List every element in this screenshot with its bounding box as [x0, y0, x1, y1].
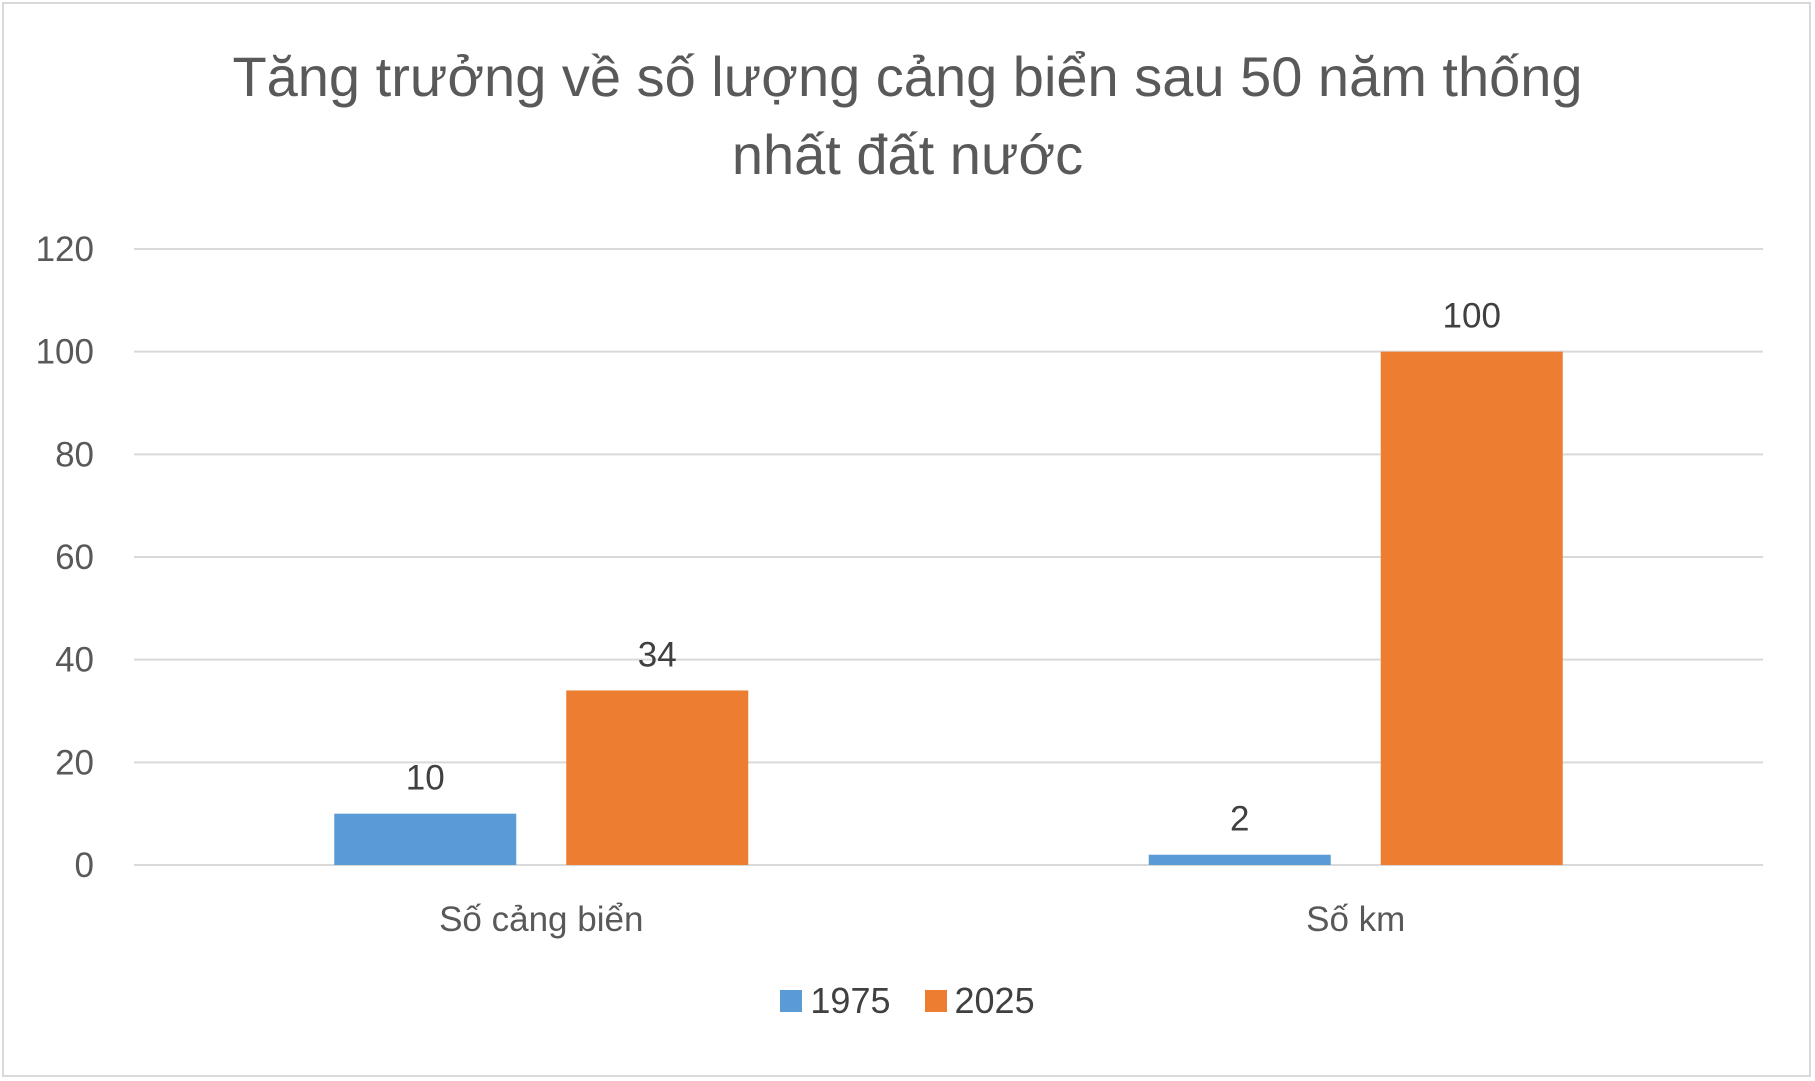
bar-2025 [1380, 351, 1563, 866]
y-tick-label: 80 [55, 435, 94, 474]
legend-item-1975: 1975 [780, 980, 891, 1022]
legend-item-2025: 2025 [924, 980, 1035, 1022]
legend-swatch-2025 [924, 990, 947, 1012]
chart-title: Tăng trưởng về số lượng cảng biển sau 50… [0, 38, 1815, 194]
bar-1975 [334, 813, 517, 865]
data-label: 2 [1230, 800, 1249, 839]
data-label: 34 [638, 635, 677, 674]
y-tick-label: 20 [55, 743, 94, 782]
chart-title-line-2: nhất đất nước [731, 123, 1084, 186]
y-tick-label: 60 [55, 538, 94, 577]
legend-swatch-1975 [780, 990, 803, 1012]
bar-1975 [1148, 854, 1331, 865]
data-label: 100 [1443, 297, 1501, 336]
y-tick-label: 40 [55, 641, 94, 680]
legend: 1975 2025 [0, 980, 1815, 1022]
bar-2025 [566, 690, 749, 865]
y-tick-label: 100 [36, 333, 94, 372]
x-category-label: Số cảng biển [439, 900, 643, 939]
y-tick-label: 0 [75, 846, 94, 885]
legend-label-1975: 1975 [810, 980, 891, 1021]
y-tick-label: 120 [36, 230, 94, 269]
data-label: 10 [406, 759, 445, 798]
x-category-label: Số km [1306, 900, 1405, 939]
chart-title-line-1: Tăng trưởng về số lượng cảng biển sau 50… [232, 45, 1583, 108]
legend-label-2025: 2025 [954, 980, 1035, 1021]
